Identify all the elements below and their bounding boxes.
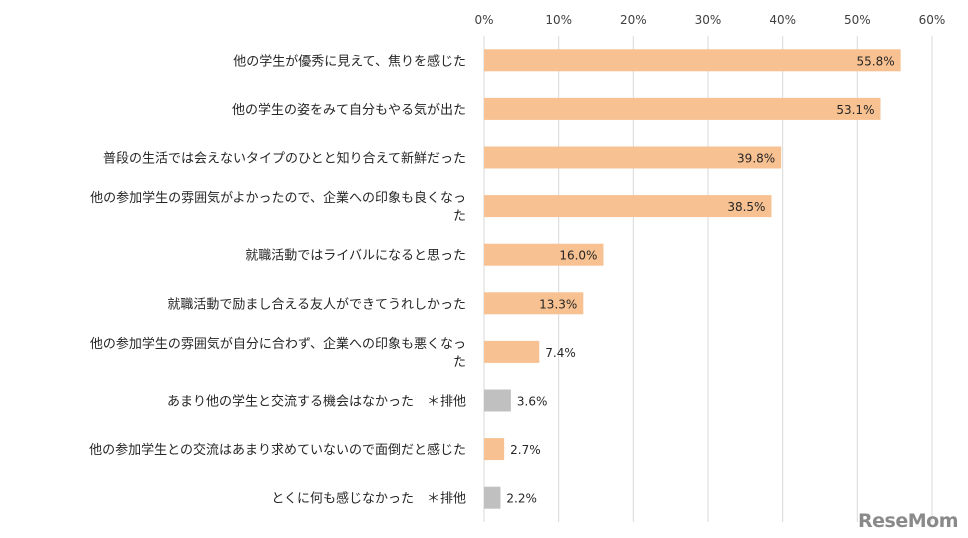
x-tick-label: 10% [545,13,572,27]
value-label: 2.7% [510,443,541,457]
category-label: 普段の生活では会えないタイプのひとと知り合えて新鮮だった [103,151,466,167]
bar [484,97,881,120]
category-labels: 他の学生が優秀に見えて、焦りを感じた他の学生の姿をみて自分もやる気が出た普段の生… [89,53,466,506]
bar [484,340,540,363]
x-tick-label: 60% [919,13,946,27]
category-label: 他の参加学生との交流はあまり求めていないので面倒だと感じた [89,442,466,458]
bar [484,292,584,315]
category-label: あまり他の学生と交流する機会はなかった ＊排他 [167,394,466,410]
bar [484,389,511,412]
category-label: 他の参加学生の雰囲気が自分に合わず、企業への印象も悪くなっ [90,336,466,352]
bar [484,438,505,461]
category-label: た [453,209,466,224]
bar [484,49,901,72]
x-tick-label: 40% [769,13,796,27]
value-label: 38.5% [727,200,765,214]
category-label: 就職活動ではライバルになると思った [245,249,466,264]
category-label: 他の参加学生の雰囲気がよかったので、企業への印象も良くなっ [90,190,466,206]
value-label: 55.8% [857,54,895,68]
category-label: 他の学生が優秀に見えて、焦りを感じた [233,53,466,69]
value-label: 2.2% [506,492,536,506]
value-label: 53.1% [836,103,874,117]
category-label: とくに何も感じなかった ＊排他 [271,491,466,507]
bar [484,243,604,266]
bar [484,486,501,509]
bars [484,49,901,509]
value-label: 16.0% [559,249,597,263]
bar [484,195,772,218]
category-label: 他の学生の姿をみて自分もやる気が出た [232,102,466,118]
value-label: 39.8% [737,152,775,166]
category-label: た [453,355,466,370]
category-label: 就職活動で励まし合える友人ができてうれしかった [167,296,466,312]
bar [484,146,782,169]
x-tick-label: 50% [844,13,871,27]
value-label: 13.3% [539,297,577,311]
x-tick-label: 30% [695,13,722,27]
resemom-logo: ReseMom [858,510,958,532]
x-axis-ticks: 0% 10% 20% 30% 40% 50% 60% [474,13,945,27]
x-tick-label: 20% [620,13,647,27]
value-label: 7.4% [545,346,576,360]
value-label: 3.6% [517,395,548,409]
x-tick-label: 0% [474,13,493,27]
value-labels: 55.8% 53.1% 39.8% 38.5% 16.0% 13.3% 7.4% 3.6% 2.… [506,54,894,505]
